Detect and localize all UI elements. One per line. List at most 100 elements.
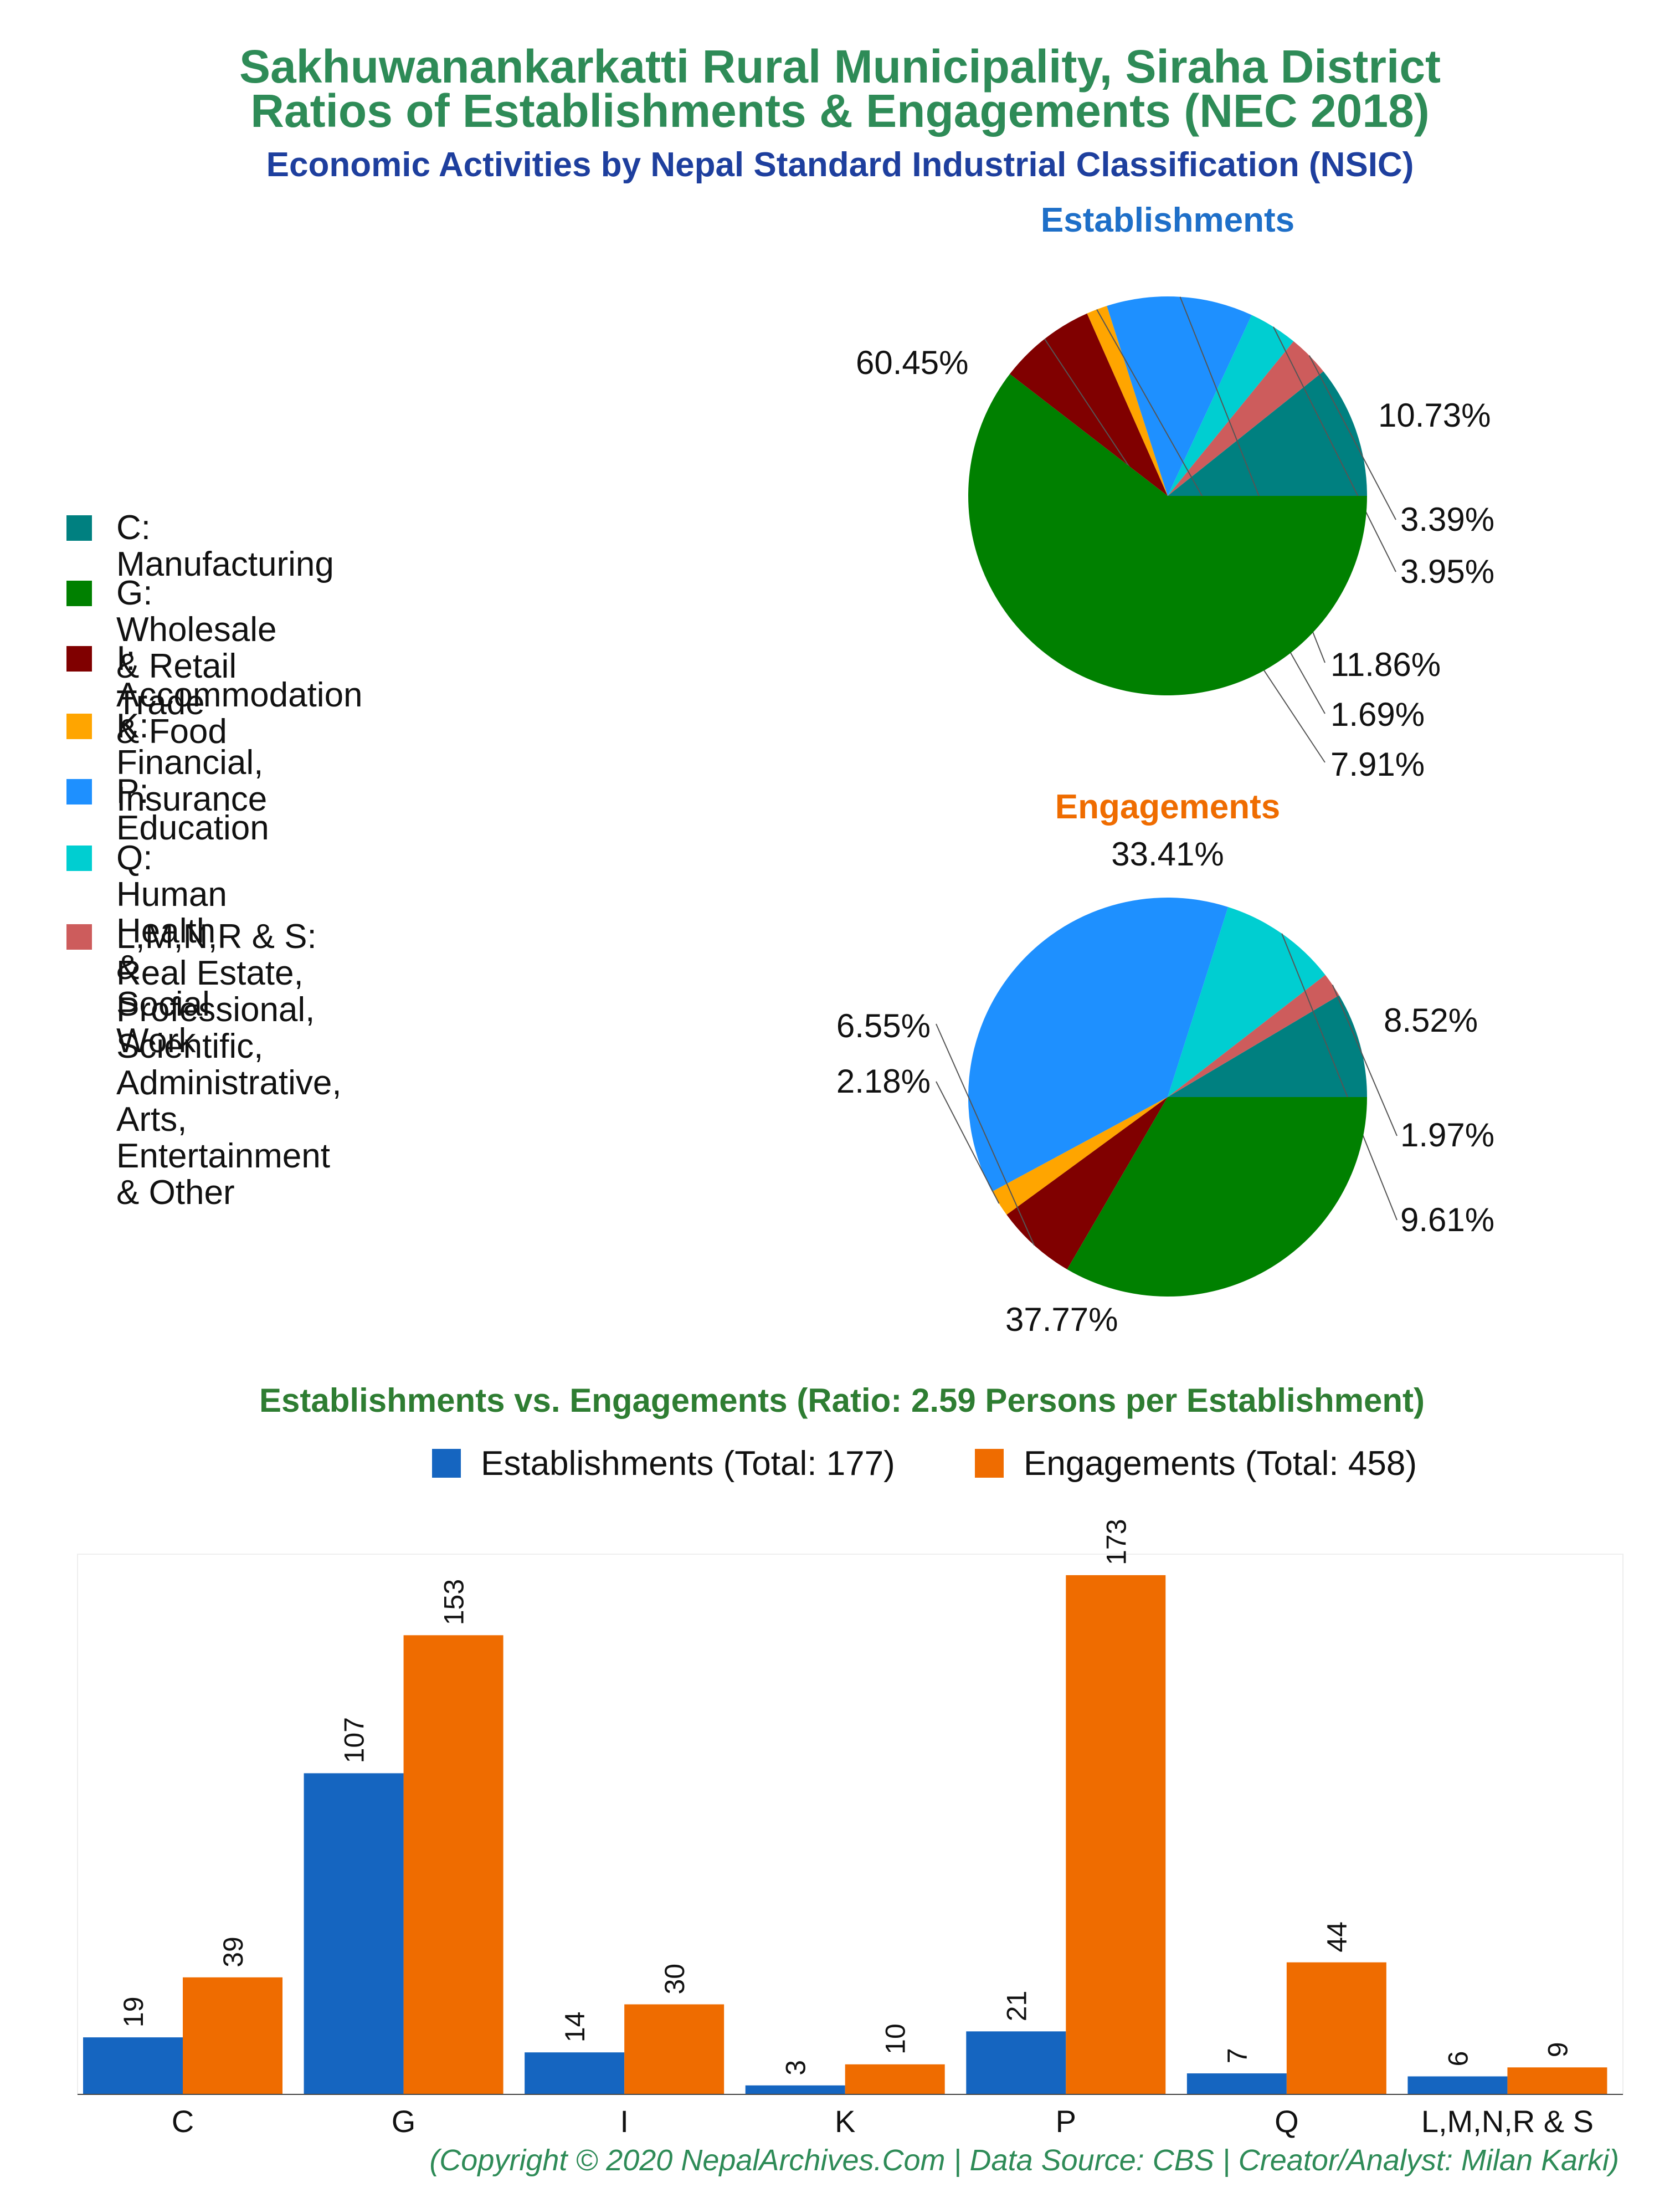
bar-establishments-5 xyxy=(1186,2073,1287,2094)
pie-slice-l xyxy=(1168,975,1339,1097)
pie-slice-c xyxy=(1168,371,1367,496)
bar-engagements-6 xyxy=(1507,2067,1607,2095)
x-tick-label: C xyxy=(172,2104,194,2139)
legend-swatch xyxy=(66,714,92,739)
bar-establishments-4 xyxy=(966,2031,1066,2095)
legend-label: C: Manufacturing xyxy=(116,509,334,583)
bar-engagements-3 xyxy=(845,2064,945,2094)
legend-item-i: I: Accommodation & Food xyxy=(66,641,363,750)
pie-slice-p xyxy=(968,897,1229,1192)
legend-label: P: Education xyxy=(116,772,269,847)
leader-line xyxy=(936,1081,1000,1204)
bar-value-label: 30 xyxy=(659,1964,690,1995)
bar-value-label: 10 xyxy=(880,2023,911,2054)
pie-slice-g xyxy=(1067,1097,1367,1297)
bar-value-label: 107 xyxy=(339,1717,370,1763)
pie-label-i: 6.55% xyxy=(836,1007,931,1044)
legend-label: L,M,N,R & S: Real Estate, Professional, … xyxy=(116,918,342,1212)
bar-value-label: 21 xyxy=(1001,1991,1032,2022)
engagements-pie-chart: Engagements 8.52% 1.97% 9.61% 37.77% 2.18% 6.5… xyxy=(836,788,1494,1338)
pie-label-q: 9.61% xyxy=(1400,1201,1494,1238)
legend-label: K: Financial, Insurance xyxy=(116,707,268,818)
bar-engagements-1 xyxy=(403,1635,504,2095)
legend-swatch xyxy=(66,646,92,672)
pie-slice-g xyxy=(968,374,1367,695)
pie-label-k: 1.69% xyxy=(1330,696,1425,733)
legend-item-l: L,M,N,R & S: Real Estate, Professional, … xyxy=(66,919,342,1211)
legend-label: I: Accommodation & Food xyxy=(116,639,363,751)
bar-value-label: 7 xyxy=(1222,2048,1253,2063)
legend-item-q: Q: Human Health & Social Work xyxy=(66,840,227,1059)
legend-item-c: C: Manufacturing xyxy=(66,510,334,583)
x-tick-label: K xyxy=(835,2104,855,2139)
legend-item-g: G: Wholesale & Retail Trade xyxy=(66,575,276,721)
pie-slice-q xyxy=(1168,315,1294,496)
pie-slice-l xyxy=(1168,341,1324,496)
legend-swatch xyxy=(66,924,92,950)
x-tick-label: P xyxy=(1056,2104,1076,2139)
bar-legend-swatch xyxy=(432,1449,461,1478)
establishments-pie-chart: Establishments 10.73% 3.39% 3.95% 11.86% 1.69… xyxy=(856,201,1494,783)
legend-item-k: K: Financial, Insurance xyxy=(66,708,267,818)
x-tick-label: I xyxy=(620,2104,629,2139)
bar-engagements-5 xyxy=(1286,1962,1386,2094)
legend-label: G: Wholesale & Retail Trade xyxy=(116,574,277,722)
bar-value-label: 173 xyxy=(1101,1519,1132,1565)
bar-legend-establishments: Establishments (Total: 177) xyxy=(481,1444,895,1483)
bar-value-label: 44 xyxy=(1322,1922,1353,1953)
legend-item-p: P: Education xyxy=(66,773,269,847)
bar-engagements-2 xyxy=(624,2004,725,2094)
pie-title: Establishments xyxy=(1041,201,1294,239)
pie-label-g: 60.45% xyxy=(856,344,969,381)
legend-swatch xyxy=(66,846,92,871)
legend-swatch xyxy=(66,515,92,541)
x-tick-label: L,M,N,R & S xyxy=(1421,2104,1594,2139)
bar-engagements-4 xyxy=(1066,1575,1166,2094)
legend-swatch xyxy=(66,779,92,805)
chart-title-line2: Ratios of Establishments & Engagements (… xyxy=(250,85,1430,137)
leader-line xyxy=(1273,326,1396,572)
pie-label-l: 1.97% xyxy=(1400,1116,1494,1154)
bar-engagements-0 xyxy=(183,1977,282,2095)
bar-establishments-3 xyxy=(745,2085,845,2095)
pie-label-i: 7.91% xyxy=(1330,746,1425,783)
chart-title-line1: Sakhuwanankarkatti Rural Municipality, S… xyxy=(239,40,1441,93)
pie-label-g: 33.41% xyxy=(1111,836,1224,873)
bar-establishments-2 xyxy=(525,2052,625,2094)
chart-subtitle: Economic Activities by Nepal Standard In… xyxy=(266,146,1414,184)
pie-label-p: 37.77% xyxy=(1005,1301,1118,1338)
copyright-footer: (Copyright © 2020 NepalArchives.Com | Da… xyxy=(429,2144,1619,2177)
pie-slice-i xyxy=(1006,1097,1168,1269)
bar-legend-engagements: Engagements (Total: 458) xyxy=(1024,1444,1417,1483)
pie-label-k: 2.18% xyxy=(836,1063,931,1100)
pie-title: Engagements xyxy=(1055,788,1281,826)
legend-swatch xyxy=(66,581,92,606)
bar-establishments-0 xyxy=(83,2037,183,2094)
bar-chart-title: Establishments vs. Engagements (Ratio: 2… xyxy=(259,1382,1425,1419)
pie-label-q: 3.95% xyxy=(1400,553,1494,590)
bar-value-label: 153 xyxy=(439,1579,470,1625)
bar-value-label: 3 xyxy=(780,2060,811,2076)
bar-value-label: 9 xyxy=(1542,2042,1573,2057)
bar-establishments-6 xyxy=(1407,2076,1508,2094)
x-tick-label: Q xyxy=(1275,2104,1299,2139)
bar-value-label: 6 xyxy=(1442,2051,1473,2067)
pie-slice-p xyxy=(1107,296,1252,496)
x-tick-label: G xyxy=(392,2104,416,2139)
leader-line xyxy=(1332,985,1398,1136)
pie-slice-q xyxy=(1168,906,1325,1097)
pie-label-c: 8.52% xyxy=(1384,1002,1478,1039)
leader-line xyxy=(1308,355,1396,520)
bar-value-label: 39 xyxy=(218,1936,249,1967)
legend-label: Q: Human Health & Social Work xyxy=(116,839,227,1060)
pie-slice-k xyxy=(1087,306,1168,496)
bar-value-label: 19 xyxy=(118,1996,149,2027)
leader-line xyxy=(1281,933,1398,1221)
bar-value-label: 14 xyxy=(559,2012,590,2043)
pie-label-c: 10.73% xyxy=(1378,397,1491,434)
bar-legend-swatch xyxy=(975,1449,1004,1478)
pie-slice-k xyxy=(992,1097,1168,1215)
pie-label-p: 11.86% xyxy=(1330,646,1441,683)
pie-label-l: 3.39% xyxy=(1400,501,1494,538)
establishments-vs-engagements-bar-chart: Establishments vs. Engagements (Ratio: 2… xyxy=(77,1382,1624,2139)
